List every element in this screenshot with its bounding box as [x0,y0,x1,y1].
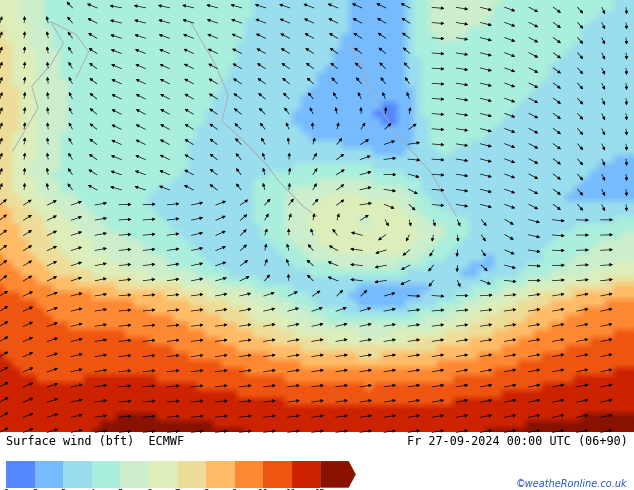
Polygon shape [320,461,356,488]
Polygon shape [120,461,149,488]
Polygon shape [292,461,320,488]
Polygon shape [206,461,235,488]
Text: 5: 5 [118,489,123,490]
Polygon shape [92,461,120,488]
Polygon shape [263,461,292,488]
Polygon shape [6,461,35,488]
Text: ©weatheRonline.co.uk: ©weatheRonline.co.uk [516,479,628,489]
Polygon shape [178,461,206,488]
Text: 6: 6 [146,489,152,490]
Text: 9: 9 [232,489,237,490]
Polygon shape [35,461,63,488]
Text: 1: 1 [4,489,9,490]
Text: 2: 2 [32,489,37,490]
Text: 3: 3 [61,489,66,490]
Text: 11: 11 [287,489,297,490]
Text: 4: 4 [89,489,94,490]
Text: Fr 27-09-2024 00:00 UTC (06+90): Fr 27-09-2024 00:00 UTC (06+90) [407,435,628,448]
Polygon shape [235,461,263,488]
Text: 7: 7 [175,489,180,490]
Text: 10: 10 [258,489,268,490]
Text: 8: 8 [204,489,209,490]
Polygon shape [149,461,178,488]
Text: 12: 12 [315,489,325,490]
Text: Surface wind (bft)  ECMWF: Surface wind (bft) ECMWF [6,435,184,448]
Polygon shape [63,461,92,488]
